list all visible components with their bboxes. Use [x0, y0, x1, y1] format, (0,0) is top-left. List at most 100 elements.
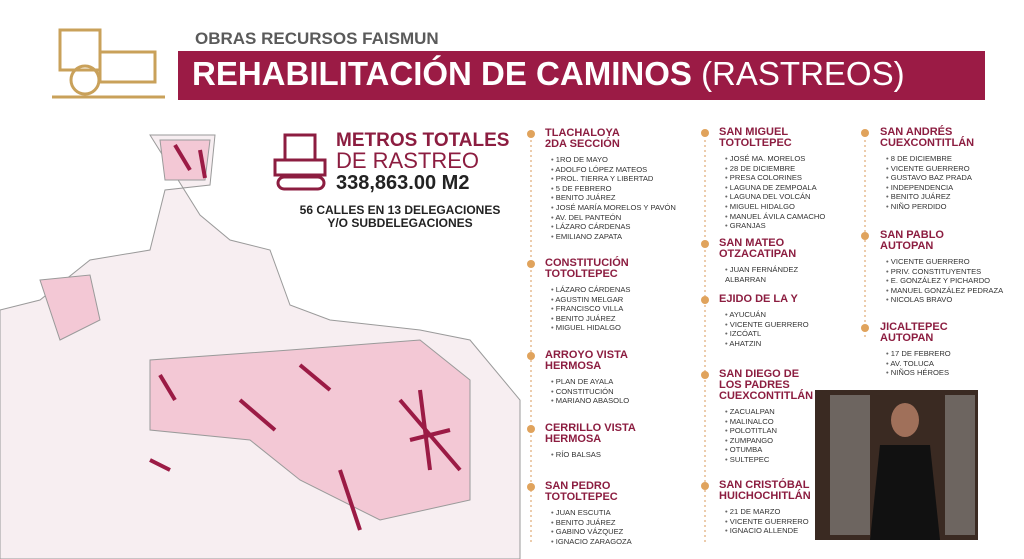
- street: JUAN FERNÁNDEZ ALBARRAN: [725, 265, 830, 284]
- road-lines: [149, 143, 462, 531]
- street: VICENTE GUERRERO: [725, 517, 830, 527]
- street: BENITO JUÁREZ: [551, 193, 705, 203]
- street: GABINO VÁZQUEZ: [551, 527, 705, 537]
- street: OTUMBA: [725, 445, 830, 455]
- delegation-name: CUEXCONTITLÁN: [719, 390, 814, 402]
- street: MANUEL ÁVILA CAMACHO: [725, 212, 830, 222]
- street: LAGUNA DE ZEMPOALA: [725, 183, 830, 193]
- delegation-name: SAN PEDRO: [545, 480, 611, 492]
- summary-label: METROS TOTALES: [336, 130, 510, 151]
- street: E. GONZÁLEZ Y PICHARDO: [886, 276, 1024, 286]
- street: PLAN DE AYALA: [551, 377, 705, 387]
- street: BENITO JUÁREZ: [551, 518, 705, 528]
- street: PROL. TIERRA Y LIBERTAD: [551, 174, 705, 184]
- delegation-name: SAN CRISTÓBAL: [719, 479, 810, 491]
- street: CONSTITUCIÓN: [551, 387, 705, 397]
- timeline-dot: [701, 129, 709, 137]
- delegation-name: SAN PABLO: [880, 229, 944, 241]
- street: 17 DE FEBRERO: [886, 349, 1024, 359]
- street: PRESA COLORINES: [725, 173, 830, 183]
- street: 1RO DE MAYO: [551, 155, 705, 165]
- street: JOSÉ MARÍA MORELOS Y PAVÓN: [551, 203, 705, 213]
- delegation-name: AUTOPAN: [880, 332, 934, 344]
- delegation-name: HERMOSA: [545, 360, 602, 372]
- video-inset: [815, 390, 978, 540]
- street: FRANCISCO VILLA: [551, 304, 705, 314]
- street: LÁZARO CÁRDENAS: [551, 222, 705, 232]
- street: LÁZARO CÁRDENAS: [551, 285, 705, 295]
- street: MIGUEL HIDALGO: [551, 323, 705, 333]
- street: ZUMPANGO: [725, 436, 830, 446]
- delegation-name: SAN ANDRÉS: [880, 126, 953, 138]
- delegation-name: CERRILLO VISTA: [545, 422, 636, 434]
- street: GRANJAS: [725, 221, 830, 231]
- street: SULTEPEC: [725, 455, 830, 465]
- delegation-name: AUTOPAN: [880, 240, 934, 252]
- street: MANUEL GONZÁLEZ PEDRAZA: [886, 286, 1024, 296]
- timeline-dot: [527, 425, 535, 433]
- street: 5 DE FEBRERO: [551, 184, 705, 194]
- street: JOSÉ MA. MORELOS: [725, 154, 830, 164]
- summary-total: 338,863.00 M2: [336, 172, 470, 194]
- street: VICENTE GUERRERO: [886, 257, 1024, 267]
- delegation-name: CUEXCONTITLÁN: [880, 137, 975, 149]
- timeline-dot: [527, 260, 535, 268]
- delegation-name: LOS PADRES: [719, 379, 790, 391]
- delegation-name: SAN MATEO: [719, 237, 785, 249]
- timeline-dot: [701, 296, 709, 304]
- street: AV. DEL PANTEÓN: [551, 213, 705, 223]
- street: NICOLAS BRAVO: [886, 295, 1024, 305]
- subtitle: OBRAS RECURSOS FAISMUN: [195, 29, 439, 48]
- delegation-name: TOTOLTEPEC: [545, 491, 618, 503]
- roller-icon: [52, 28, 165, 99]
- street: AGUSTIN MELGAR: [551, 295, 705, 305]
- bulldozer-icon: [273, 133, 327, 191]
- title-paren: (RASTREOS): [701, 55, 905, 92]
- street: LAGUNA DEL VOLCÁN: [725, 192, 830, 202]
- map: [0, 134, 521, 559]
- street: AYUCUÁN: [725, 310, 830, 320]
- delegation-name: TOTOLTEPEC: [719, 137, 792, 149]
- street: 8 DE DICIEMBRE: [886, 154, 1024, 164]
- timeline-dot: [701, 240, 709, 248]
- street: 21 DE MARZO: [725, 507, 830, 517]
- street: VICENTE GUERRERO: [886, 164, 1024, 174]
- title-main: REHABILITACIÓN DE CAMINOS: [192, 55, 692, 92]
- street: MARIANO ABASOLO: [551, 396, 705, 406]
- timeline-dot: [527, 352, 535, 360]
- street: BENITO JUÁREZ: [886, 192, 1024, 202]
- street: NIÑO PERDIDO: [886, 202, 1024, 212]
- timeline-dot: [527, 130, 535, 138]
- title: REHABILITACIÓN DE CAMINOS (RASTREOS): [192, 55, 905, 93]
- street: IZCÓATL: [725, 329, 830, 339]
- street: IGNACIO ZARAGOZA: [551, 537, 705, 547]
- title-bar: [178, 51, 985, 100]
- timeline-dot: [701, 482, 709, 490]
- delegation-name: EJIDO DE LA Y: [719, 293, 798, 305]
- delegation-name: ARROYO VISTA: [545, 349, 628, 361]
- street: EMILIANO ZAPATA: [551, 232, 705, 242]
- street: IGNACIO ALLENDE: [725, 526, 830, 536]
- delegation-name: OTZACATIPAN: [719, 248, 797, 260]
- street: MIGUEL HIDALGO: [725, 202, 830, 212]
- delegation-name: HERMOSA: [545, 433, 602, 445]
- delegation: EJIDO DE LA Y AYUCUÁNVICENTE GUERREROIZCÓ…: [719, 294, 879, 348]
- street: PRIV. CONSTITUYENTES: [886, 267, 1024, 277]
- delegation-name: SAN MIGUEL: [719, 126, 789, 138]
- delegation-name: TLACHALOYA: [545, 127, 620, 139]
- street: INDEPENDENCIA: [886, 183, 1024, 193]
- street: AHATZIN: [725, 339, 830, 349]
